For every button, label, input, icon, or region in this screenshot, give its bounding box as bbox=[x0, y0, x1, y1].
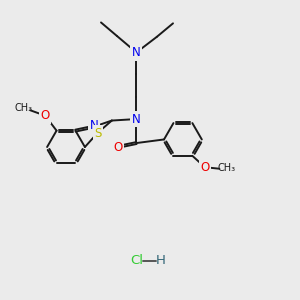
Text: CH₃: CH₃ bbox=[14, 103, 33, 113]
Text: N: N bbox=[132, 112, 141, 126]
Text: N: N bbox=[90, 119, 98, 132]
Text: S: S bbox=[94, 127, 102, 140]
Text: CH₃: CH₃ bbox=[218, 163, 236, 173]
Text: H: H bbox=[156, 254, 165, 268]
Text: O: O bbox=[40, 109, 50, 122]
Text: O: O bbox=[113, 141, 122, 154]
Text: Cl: Cl bbox=[130, 254, 143, 268]
Text: N: N bbox=[132, 46, 141, 59]
Text: O: O bbox=[200, 161, 210, 174]
